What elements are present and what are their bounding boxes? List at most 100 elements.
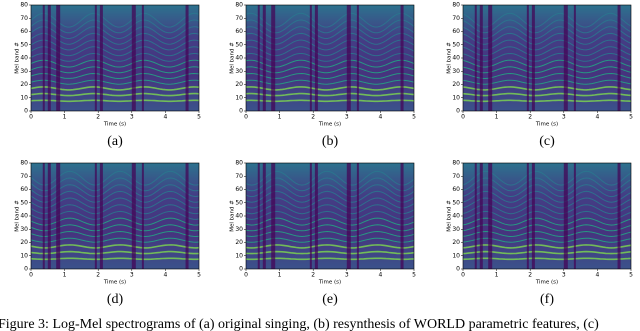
x-tick-label: 2 [96, 272, 100, 279]
silence-band [309, 163, 312, 269]
x-tick-label: 5 [629, 272, 633, 279]
y-tick-label: 20 [20, 239, 28, 246]
y-tick-label: 10 [20, 94, 28, 101]
x-axis-label: Time (s) [318, 122, 341, 128]
x-tick-label: 2 [528, 272, 532, 279]
y-tick-label: 50 [20, 199, 28, 206]
figure-caption: Figure 3: Log-Mel spectrograms of (a) or… [0, 317, 599, 331]
x-tick-label: 4 [595, 272, 599, 279]
silence-band [262, 5, 266, 111]
x-tick-label: 3 [562, 272, 566, 279]
y-axis-label: Mel band # [230, 200, 236, 232]
x-tick-label: 4 [163, 114, 167, 121]
y-axis-label: Mel band # [15, 200, 21, 232]
silence-band [488, 5, 493, 111]
silence-band [314, 5, 318, 111]
y-tick-label: 50 [452, 41, 460, 48]
x-tick-label: 4 [595, 114, 599, 121]
silence-band [47, 163, 51, 269]
y-tick-label: 80 [20, 2, 28, 9]
silence-band [346, 5, 351, 111]
y-tick-label: 80 [452, 2, 460, 9]
x-tick-label: 2 [528, 114, 532, 121]
x-tick-label: 4 [378, 272, 382, 279]
y-tick-label: 60 [452, 28, 460, 35]
silence-band [526, 163, 529, 269]
y-tick-label: 10 [235, 252, 243, 259]
silence-band [47, 5, 51, 111]
y-tick-label: 70 [452, 173, 460, 180]
silence-band [531, 5, 535, 111]
x-tick-label: 4 [378, 114, 382, 121]
silence-band [531, 163, 535, 269]
x-tick-label: 1 [63, 114, 67, 121]
y-axis-label: Mel band # [447, 200, 453, 232]
panel-label: (c) [539, 134, 555, 149]
silence-band [563, 163, 568, 269]
y-tick-label: 40 [20, 213, 28, 220]
y-tick-label: 20 [452, 239, 460, 246]
spectrogram-panel [245, 4, 415, 112]
x-tick-label: 2 [311, 272, 315, 279]
x-tick-label: 0 [461, 272, 465, 279]
y-tick-label: 40 [20, 55, 28, 62]
silence-band [257, 5, 260, 111]
silence-band [617, 163, 621, 269]
spectrogram-panel [30, 162, 200, 270]
x-tick-label: 1 [63, 272, 67, 279]
x-tick-label: 2 [96, 114, 100, 121]
y-axis-label: Mel band # [15, 42, 21, 74]
silence-band [474, 5, 477, 111]
silence-band [131, 5, 136, 111]
y-tick-label: 20 [452, 81, 460, 88]
x-axis-label: Time (s) [103, 280, 126, 286]
y-tick-label: 10 [20, 252, 28, 259]
y-tick-label: 40 [452, 213, 460, 220]
y-tick-label: 0 [24, 266, 28, 273]
x-tick-label: 3 [562, 114, 566, 121]
panel-label: (a) [107, 134, 123, 149]
silence-band [356, 163, 359, 269]
silence-band [474, 163, 477, 269]
y-tick-label: 40 [452, 55, 460, 62]
y-tick-label: 50 [20, 41, 28, 48]
silence-band [99, 5, 103, 111]
x-tick-label: 0 [29, 272, 33, 279]
spectrogram-panel [245, 162, 415, 270]
silence-band [94, 163, 97, 269]
y-tick-label: 80 [452, 160, 460, 167]
y-tick-label: 50 [235, 41, 243, 48]
y-tick-label: 40 [235, 55, 243, 62]
x-tick-label: 5 [412, 272, 416, 279]
silence-band [573, 163, 576, 269]
silence-band [42, 163, 45, 269]
x-tick-label: 4 [163, 272, 167, 279]
x-tick-label: 5 [629, 114, 633, 121]
panel-label: (d) [107, 292, 124, 307]
y-tick-label: 30 [235, 68, 243, 75]
y-tick-label: 80 [235, 2, 243, 9]
y-tick-label: 10 [452, 94, 460, 101]
y-tick-label: 60 [452, 186, 460, 193]
silence-band [309, 5, 312, 111]
silence-band [479, 163, 483, 269]
y-tick-label: 80 [235, 160, 243, 167]
y-tick-label: 0 [239, 266, 243, 273]
x-tick-label: 0 [244, 114, 248, 121]
panel-label: (b) [322, 134, 339, 149]
y-axis-label: Mel band # [230, 42, 236, 74]
y-tick-label: 30 [452, 68, 460, 75]
silence-band [488, 163, 493, 269]
y-tick-label: 60 [235, 186, 243, 193]
x-tick-label: 3 [130, 114, 134, 121]
y-tick-label: 20 [235, 239, 243, 246]
x-axis-label: Time (s) [318, 280, 341, 286]
y-tick-label: 70 [452, 15, 460, 22]
y-tick-label: 60 [20, 28, 28, 35]
x-tick-label: 1 [278, 272, 282, 279]
silence-band [479, 5, 483, 111]
x-axis-label: Time (s) [535, 280, 558, 286]
y-tick-label: 20 [235, 81, 243, 88]
silence-band [185, 163, 189, 269]
